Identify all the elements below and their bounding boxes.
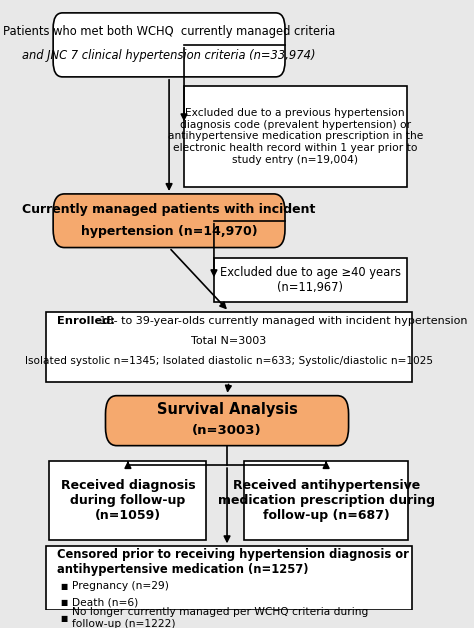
- Text: ■: ■: [60, 598, 67, 607]
- Text: Isolated systolic n=1345; Isolated diastolic n=633; Systolic/diastolic n=1025: Isolated systolic n=1345; Isolated diast…: [25, 356, 433, 366]
- FancyBboxPatch shape: [106, 396, 348, 446]
- Text: (n=3003): (n=3003): [192, 424, 262, 437]
- FancyBboxPatch shape: [214, 258, 407, 303]
- Text: Death (n=6): Death (n=6): [72, 597, 138, 607]
- FancyBboxPatch shape: [49, 461, 207, 540]
- FancyBboxPatch shape: [46, 311, 412, 382]
- Text: Total N=3003: Total N=3003: [191, 337, 266, 347]
- Text: No longer currently managed per WCHQ criteria during
follow-up (n=1222): No longer currently managed per WCHQ cri…: [72, 607, 368, 628]
- Text: hypertension (n=14,970): hypertension (n=14,970): [81, 225, 257, 238]
- FancyBboxPatch shape: [184, 86, 407, 187]
- Text: Currently managed patients with incident: Currently managed patients with incident: [22, 203, 316, 216]
- FancyBboxPatch shape: [46, 546, 412, 610]
- Text: Excluded due to age ≥40 years
(n=11,967): Excluded due to age ≥40 years (n=11,967): [220, 266, 401, 294]
- Text: Received antihypertensive
medication prescription during
follow-up (n=687): Received antihypertensive medication pre…: [218, 479, 435, 522]
- Text: Enrolled:: Enrolled:: [57, 317, 115, 327]
- Text: Excluded due to a previous hypertension
diagnosis code (prevalent hypertension) : Excluded due to a previous hypertension …: [168, 108, 423, 165]
- FancyBboxPatch shape: [53, 194, 285, 247]
- Text: and JNC 7 clinical hypertension criteria (n=33,974): and JNC 7 clinical hypertension criteria…: [22, 50, 316, 62]
- Text: ■: ■: [60, 582, 67, 591]
- Text: 18- to 39-year-olds currently managed with incident hypertension: 18- to 39-year-olds currently managed wi…: [96, 317, 468, 327]
- Text: Received diagnosis
during follow-up
(n=1059): Received diagnosis during follow-up (n=1…: [61, 479, 195, 522]
- Text: Survival Analysis: Survival Analysis: [156, 402, 298, 417]
- Text: ■: ■: [60, 614, 67, 622]
- FancyBboxPatch shape: [244, 461, 409, 540]
- Text: Patients who met both WCHQ  currently managed criteria: Patients who met both WCHQ currently man…: [3, 25, 335, 38]
- Text: antihypertensive medication (n=1257): antihypertensive medication (n=1257): [57, 563, 309, 576]
- Text: Censored prior to receiving hypertension diagnosis or: Censored prior to receiving hypertension…: [57, 548, 409, 561]
- Text: Pregnancy (n=29): Pregnancy (n=29): [72, 582, 169, 592]
- FancyBboxPatch shape: [53, 13, 285, 77]
